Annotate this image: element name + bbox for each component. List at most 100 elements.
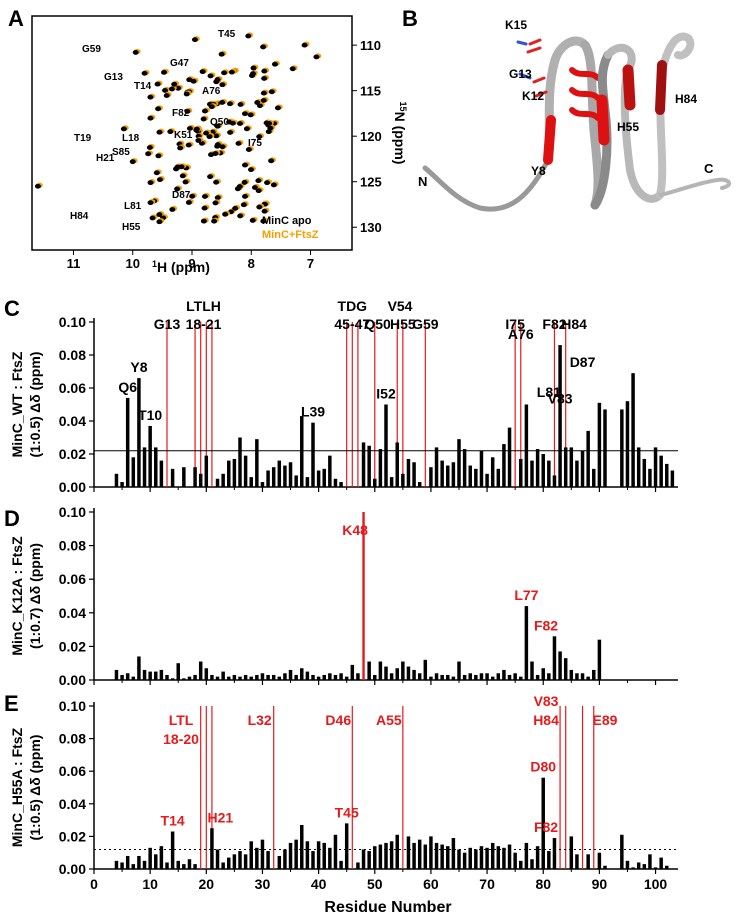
- bar: [283, 465, 287, 487]
- residue-annotation: H55: [390, 316, 416, 332]
- peak-label: K51: [174, 130, 193, 141]
- bar: [468, 465, 472, 487]
- peak-minc-apo: [213, 133, 220, 139]
- peak-minc-apo: [34, 183, 41, 189]
- bar: [490, 842, 495, 869]
- peak-minc-apo: [219, 100, 226, 105]
- side-chains: [526, 38, 548, 98]
- peak-minc-apo: [147, 94, 154, 100]
- y-tick-label: 0.02: [59, 638, 86, 654]
- bar: [412, 462, 416, 487]
- label-c-terminus: C: [704, 161, 714, 176]
- bar: [547, 851, 551, 869]
- bar: [406, 836, 411, 869]
- bar: [642, 458, 647, 487]
- label-n-terminus: N: [418, 174, 427, 189]
- peak-label: F82: [172, 108, 190, 119]
- bar: [479, 450, 484, 487]
- bar: [552, 475, 557, 487]
- bar: [187, 859, 192, 869]
- bar: [659, 857, 663, 869]
- bar: [603, 409, 607, 487]
- bar: [142, 860, 147, 869]
- bar: [367, 661, 371, 680]
- peak-minc-apo: [260, 44, 267, 50]
- peak-minc-apo: [250, 65, 257, 71]
- bar: [339, 860, 343, 869]
- bar: [625, 401, 630, 487]
- peak-minc-apo: [207, 174, 214, 180]
- peak-minc-apo: [169, 207, 176, 212]
- x-axis-title: Residue Number: [324, 899, 451, 916]
- bar: [249, 841, 253, 869]
- bar: [580, 673, 585, 680]
- bar: [446, 465, 450, 487]
- bar: [603, 865, 607, 869]
- bar: [339, 673, 343, 680]
- bar: [502, 669, 506, 680]
- bar: [125, 673, 130, 680]
- label-y8: Y8: [531, 164, 546, 178]
- bar-label: D87: [570, 354, 596, 370]
- bar: [502, 444, 506, 487]
- peak-minc-apo: [211, 218, 218, 224]
- bar: [558, 651, 562, 680]
- bar: [401, 661, 405, 680]
- bar: [243, 674, 248, 680]
- y-tick-label: 0.02: [59, 828, 86, 844]
- bar: [395, 668, 399, 680]
- peak-minc-apo: [179, 173, 186, 179]
- bar: [653, 867, 658, 869]
- bar-label: T14: [161, 813, 185, 829]
- bar: [423, 659, 428, 680]
- peak-minc-apo: [182, 179, 189, 185]
- peak-minc-apo: [219, 82, 226, 88]
- peak-minc-apo: [232, 205, 239, 211]
- panel-a-peaks: [34, 32, 322, 225]
- bar: [328, 847, 332, 869]
- side-chain-nitrogens: [516, 40, 532, 80]
- helix-1-shifted: [569, 67, 601, 121]
- bar: [294, 475, 298, 487]
- peak-minc-apo: [251, 185, 258, 190]
- y-tick-label: 0.02: [59, 446, 86, 462]
- bar: [653, 447, 658, 487]
- bar: [182, 864, 186, 869]
- panel-a-y-tick-label: 120: [360, 129, 382, 144]
- panel-a-x-tick-label: 8: [248, 256, 255, 271]
- y-axis-label: MinC_WT : FtsZ: [9, 351, 25, 457]
- peak-minc-apo: [175, 85, 182, 91]
- bar: [586, 676, 590, 680]
- bar: [300, 824, 304, 869]
- peak-label: A76: [202, 86, 221, 97]
- bar: [586, 854, 590, 869]
- bar: [114, 473, 119, 487]
- peak-label: H21: [96, 153, 115, 164]
- bar: [204, 455, 209, 487]
- bar: [305, 841, 310, 869]
- label-g13: G13: [509, 67, 532, 81]
- bar-label: V83: [548, 390, 573, 406]
- residue-annotation: G13: [154, 316, 181, 332]
- bar: [541, 668, 545, 680]
- x-tick-label: 10: [142, 876, 158, 892]
- peak-label: L18: [122, 133, 140, 144]
- y-tick-label: 0.08: [59, 731, 86, 747]
- bar: [361, 442, 366, 487]
- peak-minc-apo: [213, 179, 220, 185]
- bar: [389, 673, 394, 680]
- x-tick-label: 100: [644, 876, 668, 892]
- residue-annotation: 45-47: [334, 316, 370, 332]
- bar: [221, 862, 225, 869]
- peak-minc-apo: [129, 159, 136, 165]
- bar: [541, 454, 545, 487]
- bar: [373, 478, 377, 487]
- bar: [165, 862, 169, 869]
- bar: [625, 860, 630, 869]
- peak-minc-apo: [200, 218, 207, 224]
- bar: [154, 854, 158, 869]
- c-terminal-tail: [658, 177, 732, 197]
- peak-minc-apo: [236, 184, 243, 189]
- bar: [120, 482, 124, 487]
- peak-label: T45: [218, 29, 236, 40]
